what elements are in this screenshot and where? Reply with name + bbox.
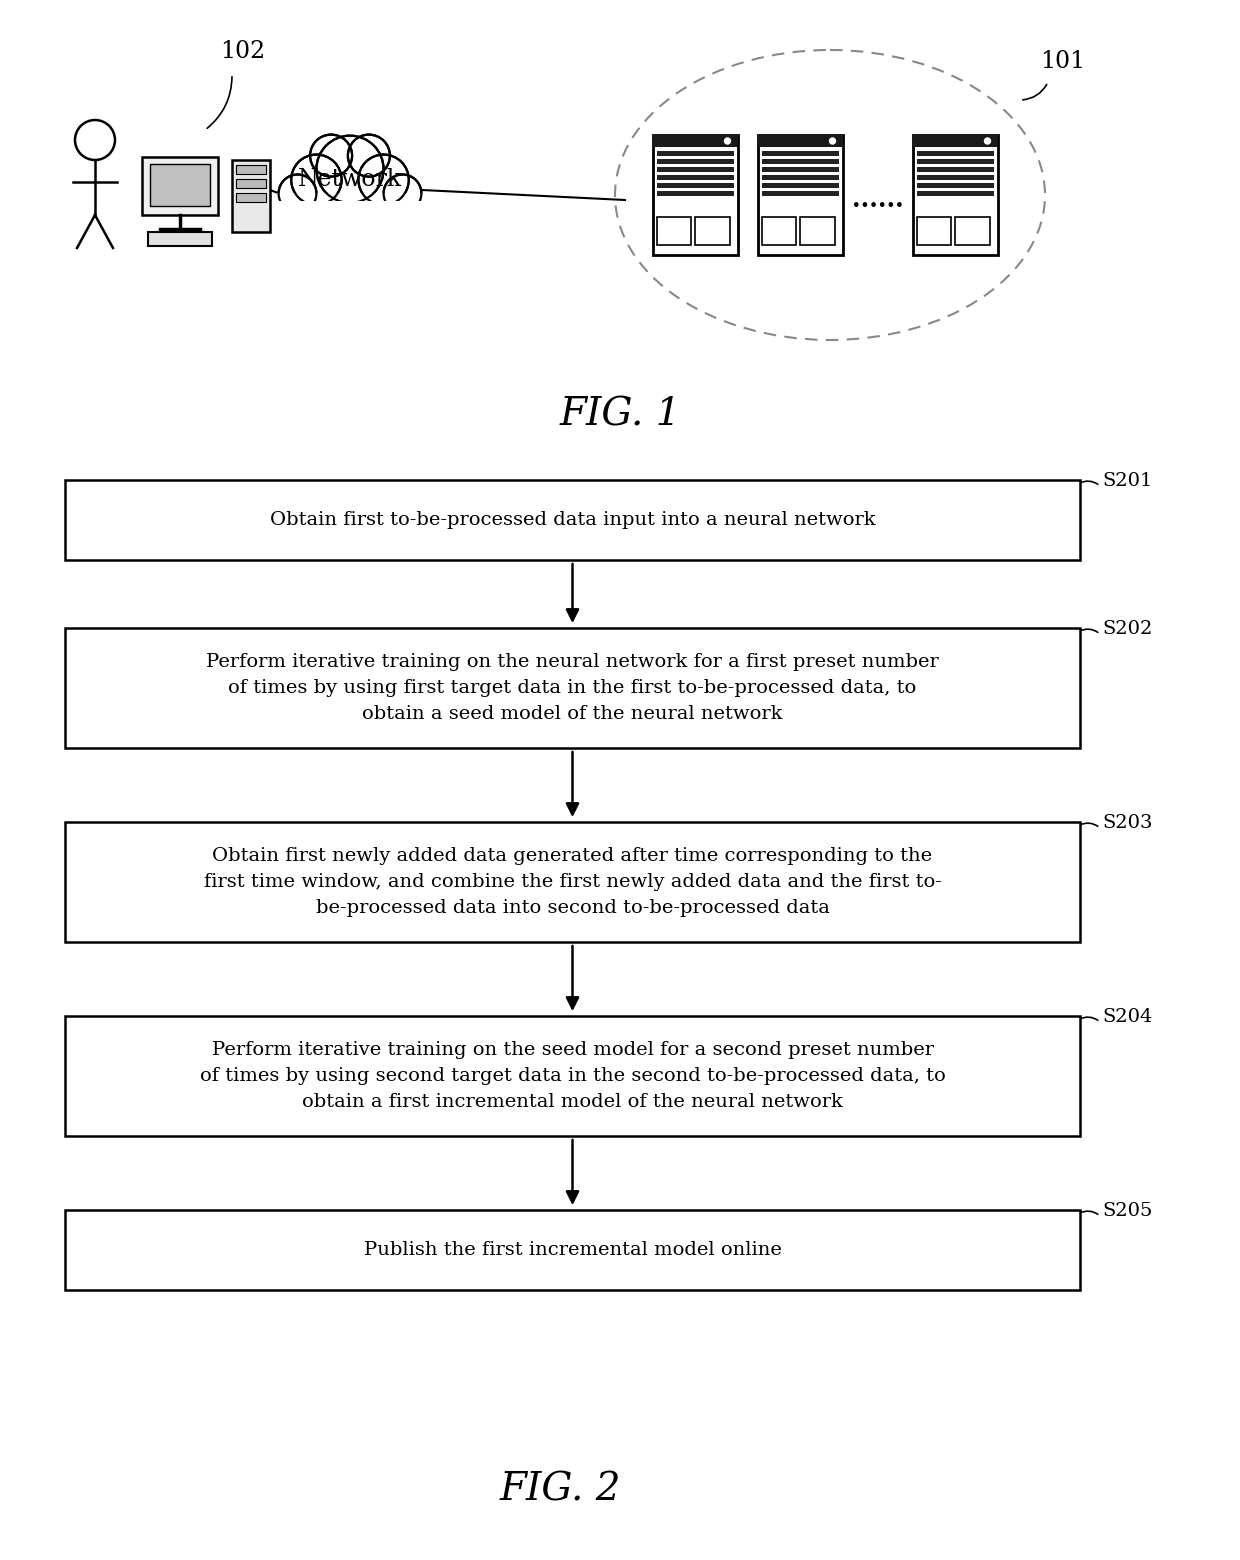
Bar [916, 167, 993, 172]
Circle shape [316, 136, 383, 203]
FancyArrowPatch shape [1080, 1017, 1097, 1020]
Text: ......: ...... [852, 189, 904, 212]
Bar [913, 136, 997, 254]
Text: FIG. 1: FIG. 1 [559, 396, 681, 434]
Text: S204: S204 [1102, 1008, 1152, 1026]
Bar [148, 232, 212, 246]
Bar [761, 151, 838, 156]
Text: Obtain first newly added data generated after time corresponding to the
first ti: Obtain first newly added data generated … [203, 847, 941, 917]
Bar [761, 159, 838, 164]
Bar [652, 136, 738, 147]
Bar [758, 136, 842, 147]
Bar [656, 190, 734, 197]
Bar [800, 217, 835, 245]
Bar [761, 183, 838, 189]
Bar [143, 158, 218, 215]
Text: 102: 102 [219, 41, 265, 62]
Text: Perform iterative training on the seed model for a second preset number
of times: Perform iterative training on the seed m… [200, 1041, 945, 1111]
Circle shape [985, 137, 991, 144]
FancyArrowPatch shape [1080, 480, 1097, 484]
Bar [279, 190, 422, 222]
Bar [236, 165, 267, 175]
Text: Obtain first to-be-processed data input into a neural network: Obtain first to-be-processed data input … [269, 512, 875, 529]
Circle shape [383, 175, 422, 212]
Bar [955, 217, 990, 245]
Bar [916, 183, 993, 189]
Bar [656, 183, 734, 189]
Circle shape [291, 154, 341, 204]
Bar [916, 175, 993, 179]
Bar [656, 151, 734, 156]
Bar [761, 217, 796, 245]
Text: S205: S205 [1102, 1203, 1152, 1220]
Circle shape [291, 154, 341, 204]
Bar [656, 217, 691, 245]
Text: Network: Network [298, 168, 402, 192]
Bar [236, 193, 267, 201]
FancyArrowPatch shape [1080, 1211, 1097, 1214]
Circle shape [310, 134, 352, 176]
Circle shape [310, 134, 352, 176]
FancyArrowPatch shape [1080, 824, 1097, 827]
Circle shape [358, 154, 409, 204]
Circle shape [316, 136, 383, 203]
Bar [652, 136, 738, 254]
Circle shape [383, 175, 422, 212]
Text: S201: S201 [1102, 473, 1152, 490]
Bar [150, 164, 210, 206]
Bar [64, 1211, 1080, 1290]
Bar [274, 201, 425, 243]
Bar [64, 822, 1080, 942]
Bar [761, 175, 838, 179]
Bar [758, 136, 842, 254]
Text: Publish the first incremental model online: Publish the first incremental model onli… [363, 1242, 781, 1259]
Text: 101: 101 [1040, 50, 1085, 73]
FancyArrowPatch shape [1023, 84, 1047, 100]
Bar [694, 217, 729, 245]
FancyArrowPatch shape [1080, 629, 1097, 632]
Bar [236, 179, 267, 189]
Text: S202: S202 [1102, 619, 1152, 638]
Text: Perform iterative training on the neural network for a first preset number
of ti: Perform iterative training on the neural… [206, 652, 939, 724]
Bar [916, 151, 993, 156]
Bar [913, 136, 997, 147]
Bar [277, 193, 424, 231]
Bar [64, 480, 1080, 560]
Bar [916, 159, 993, 164]
Bar [656, 167, 734, 172]
Circle shape [358, 154, 409, 204]
Text: S203: S203 [1102, 814, 1152, 831]
FancyArrowPatch shape [207, 76, 232, 128]
Bar [916, 190, 993, 197]
Bar [656, 159, 734, 164]
Bar [232, 161, 270, 232]
Bar [64, 1016, 1080, 1136]
Bar [656, 175, 734, 179]
Bar [761, 190, 838, 197]
Bar [761, 167, 838, 172]
Circle shape [279, 175, 316, 212]
Circle shape [830, 137, 836, 144]
Text: FIG. 2: FIG. 2 [500, 1471, 621, 1509]
Bar [916, 217, 951, 245]
Circle shape [348, 134, 389, 176]
Circle shape [348, 134, 389, 176]
Circle shape [724, 137, 730, 144]
Bar [64, 629, 1080, 747]
Circle shape [279, 175, 316, 212]
